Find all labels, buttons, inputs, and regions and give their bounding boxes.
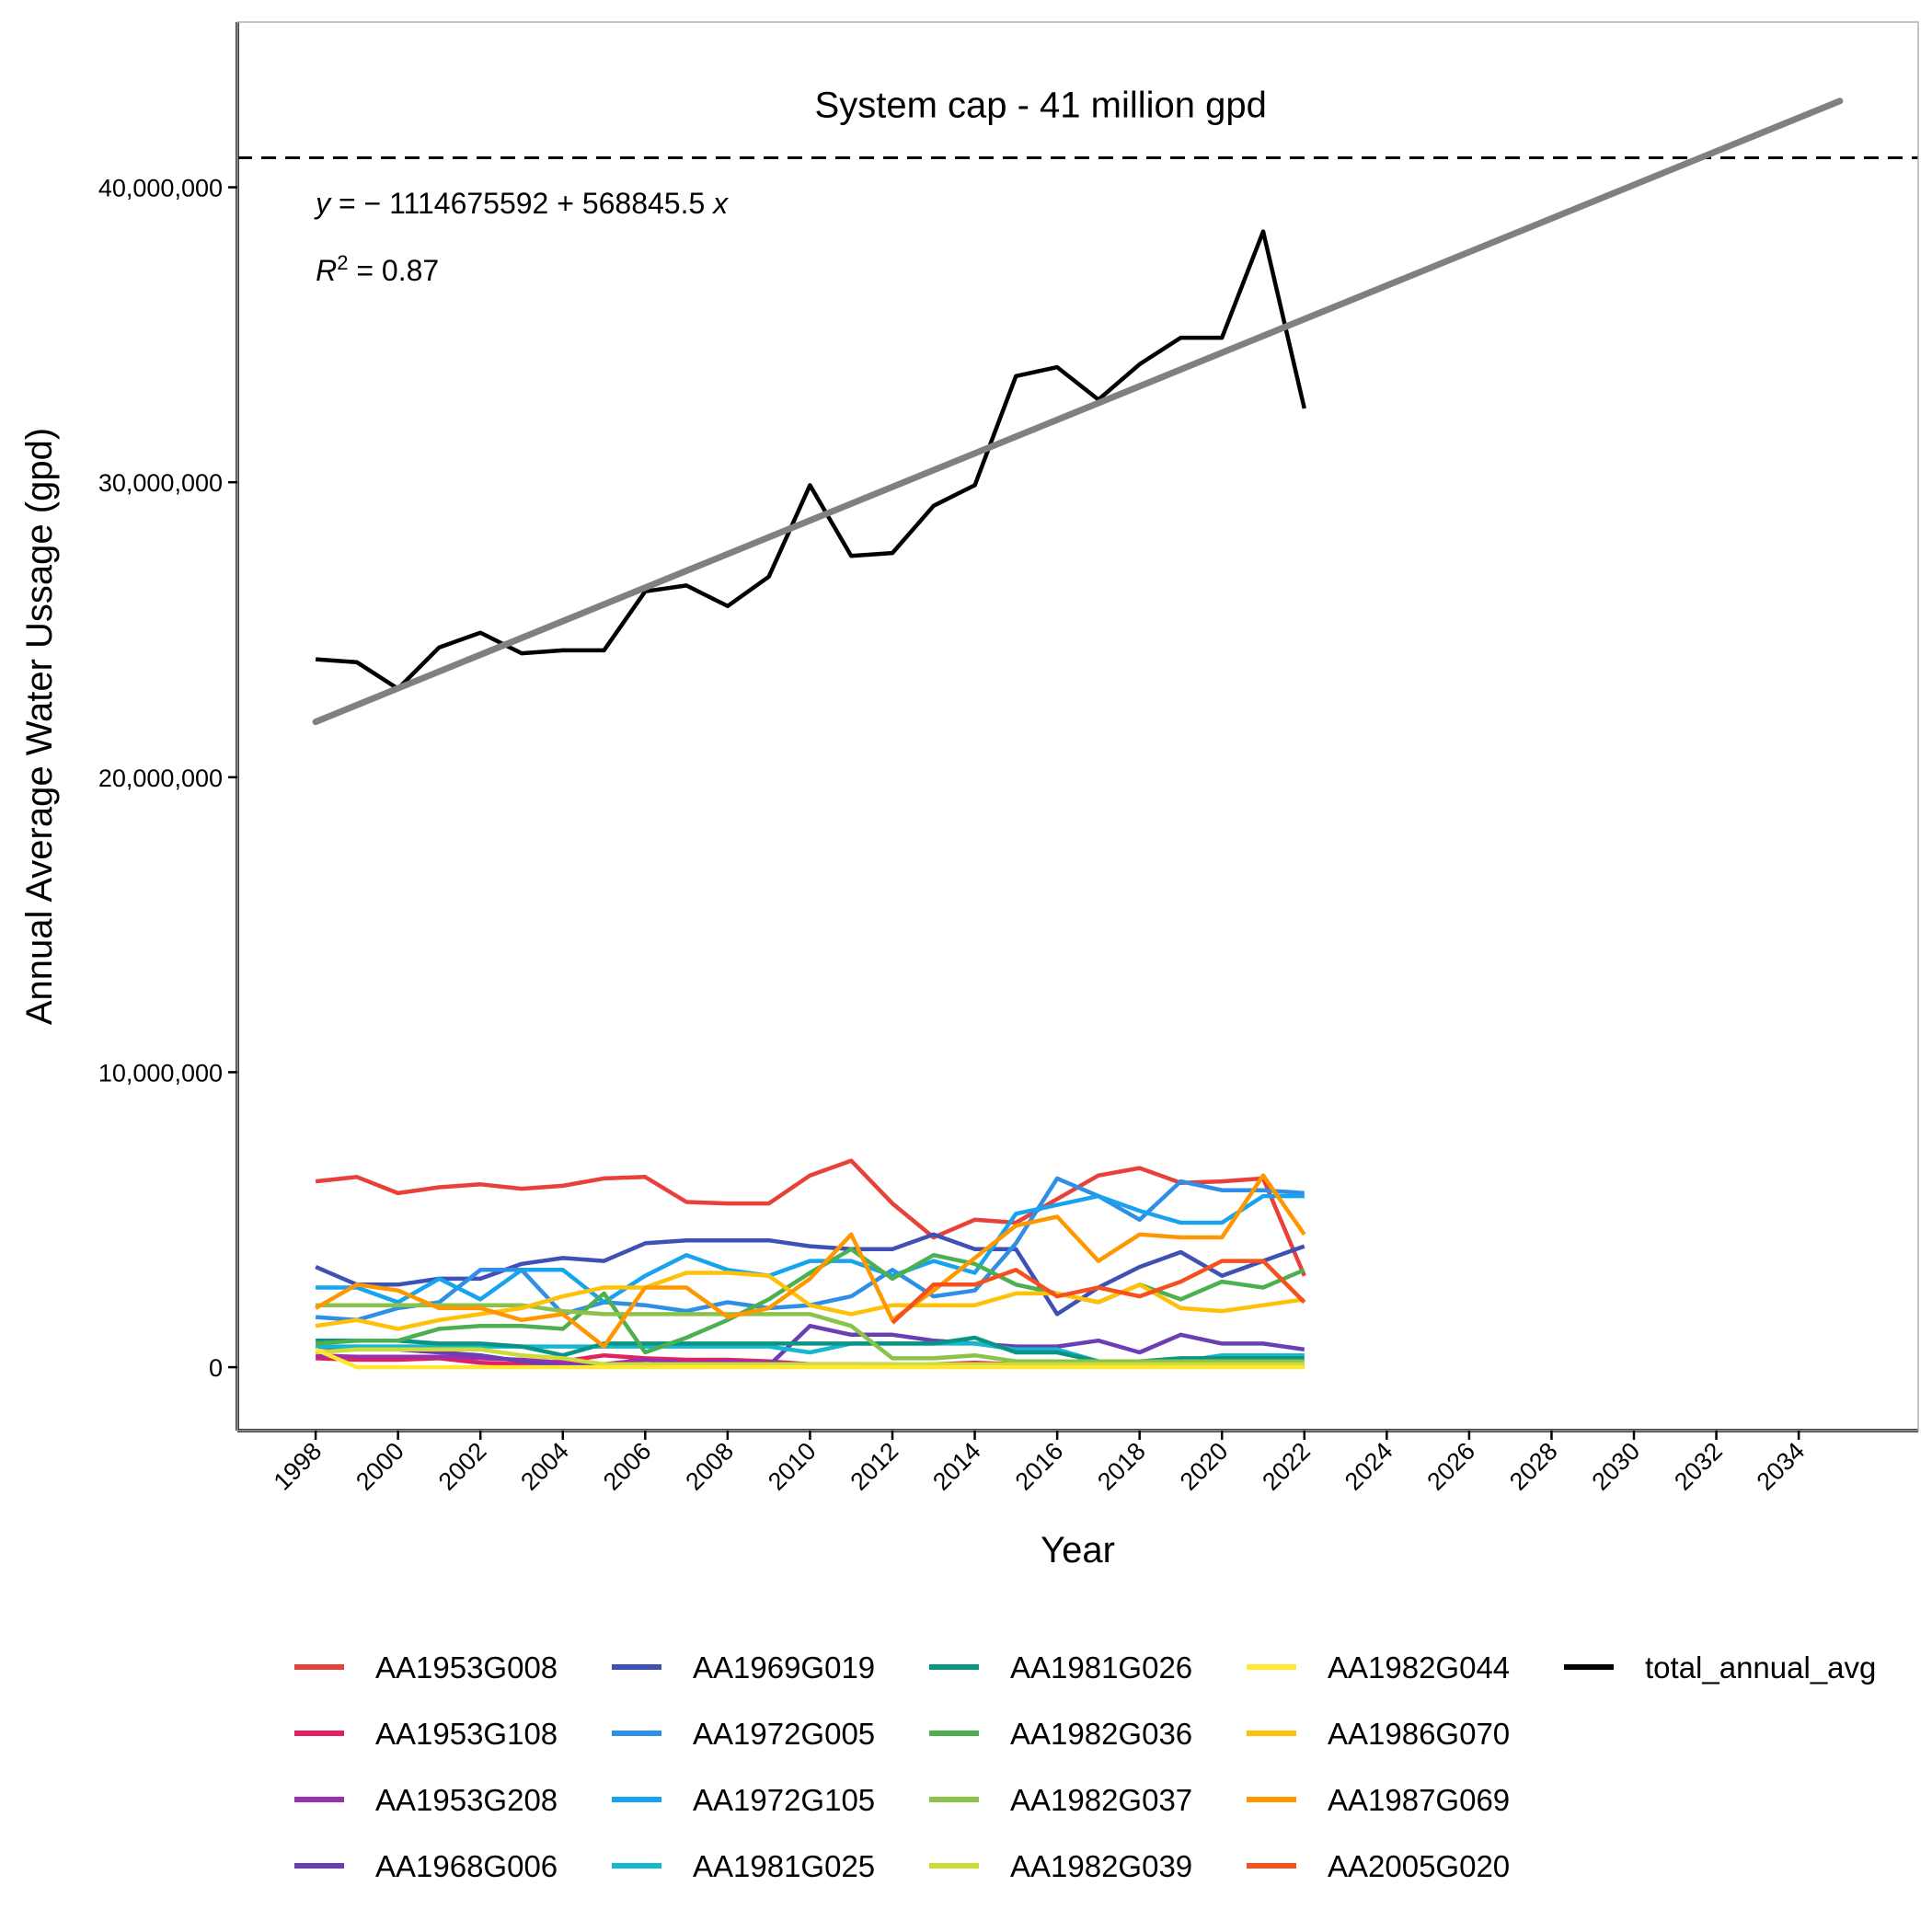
y-axis-title: Annual Average Water Ussage (gpd): [19, 428, 60, 1025]
series-line-aa1968g006: [315, 1323, 1305, 1368]
r2-symbol: R: [316, 254, 337, 287]
legend-label: AA2005G020: [1328, 1849, 1510, 1883]
y-tick-label: 30,000,000: [98, 469, 223, 497]
legend-item: AA1953G108: [294, 1717, 558, 1751]
series-line-aa1953g008: [315, 1158, 1306, 1277]
series-line-aa1972g105: [316, 1193, 1305, 1305]
x-tick-label: 2018: [1092, 1437, 1151, 1496]
legend-item: AA1972G005: [612, 1717, 875, 1751]
series-line-aa1982g039: [315, 1347, 1305, 1367]
legend-label: AA1982G044: [1328, 1650, 1510, 1685]
x-tick-label: 2026: [1421, 1437, 1480, 1496]
legend-label: AA1987G069: [1328, 1783, 1510, 1817]
system-cap-label: System cap - 41 million gpd: [815, 85, 1267, 125]
regression-line: [312, 98, 1844, 726]
x-tick-label: 2016: [1010, 1437, 1069, 1496]
x-tick-label: 1998: [269, 1437, 328, 1496]
series-line-total-annual-avg: [315, 229, 1306, 691]
series-line-aa1972g005: [315, 1176, 1305, 1323]
series-line-aa1986g070: [315, 1271, 1305, 1331]
regression-r-squared: R2 = 0.87: [316, 251, 439, 288]
legend-label: AA1972G105: [693, 1783, 875, 1817]
x-axis-title: Year: [1041, 1530, 1115, 1570]
x-tick-label: 2020: [1175, 1437, 1234, 1496]
equation-y: y: [314, 187, 332, 220]
y-tick-label: 40,000,000: [98, 175, 223, 202]
legend-label: AA1982G036: [1010, 1717, 1192, 1751]
legend-item: AA1972G105: [612, 1783, 875, 1817]
series-line-aa2005g020: [891, 1259, 1306, 1325]
series-line-aa1987g069: [314, 1173, 1306, 1349]
legend-label: AA1953G008: [375, 1650, 558, 1685]
legend-item: AA1953G208: [294, 1783, 558, 1817]
x-tick-label: 2006: [598, 1437, 657, 1496]
legend-item: AA1986G070: [1247, 1717, 1510, 1751]
x-tick-label: 2028: [1504, 1437, 1563, 1496]
y-tick-label: 0: [209, 1354, 223, 1382]
x-tick-label: 2004: [515, 1437, 574, 1496]
x-tick-label: 2014: [927, 1437, 986, 1496]
equation-x: x: [711, 187, 729, 220]
legend-label: AA1969G019: [693, 1650, 875, 1685]
legend-item: AA1981G026: [929, 1650, 1192, 1685]
legend-label: AA1981G026: [1010, 1650, 1192, 1685]
series-line-aa1969g019: [315, 1232, 1305, 1317]
legend-label: AA1986G070: [1328, 1717, 1510, 1751]
legend-label: AA1981G025: [693, 1849, 875, 1883]
y-tick-label: 10,000,000: [98, 1059, 223, 1087]
legend-item: AA1982G037: [929, 1783, 1192, 1817]
series-line-aa1982g044: [315, 1347, 1305, 1370]
x-tick-label: 2022: [1257, 1437, 1316, 1496]
legend-label: AA1953G208: [375, 1783, 558, 1817]
r2-superscript: 2: [337, 251, 348, 274]
y-tick-label: 20,000,000: [98, 765, 223, 792]
r2-value: = 0.87: [348, 254, 439, 287]
legend-item: AA1982G044: [1247, 1650, 1510, 1685]
x-tick-label: 2034: [1752, 1437, 1811, 1496]
equation-body: = − 1114675592 + 568845.5: [330, 187, 713, 220]
legend-item: AA1982G039: [929, 1849, 1192, 1883]
plot-border: [236, 21, 1919, 1432]
x-tick-label: 2012: [845, 1437, 904, 1496]
x-tick-label: 2032: [1669, 1437, 1728, 1496]
x-tick-label: 2024: [1340, 1437, 1398, 1496]
legend-item: AA1981G025: [612, 1849, 875, 1883]
legend-label: total_annual_avg: [1645, 1650, 1876, 1685]
legend-item: total_annual_avg: [1564, 1650, 1876, 1685]
x-tick-label: 2030: [1587, 1437, 1646, 1496]
legend-item: AA1987G069: [1247, 1783, 1510, 1817]
legend-label: AA1972G005: [693, 1717, 875, 1751]
x-tick-label: 2008: [680, 1437, 739, 1496]
legend-item: AA1953G008: [294, 1650, 558, 1685]
x-tick-label: 2000: [351, 1437, 409, 1496]
x-tick-label: 2010: [763, 1437, 822, 1496]
legend-label: AA1982G039: [1010, 1849, 1192, 1883]
x-tick-label: 2002: [433, 1437, 492, 1496]
legend-label: AA1968G006: [375, 1849, 558, 1883]
series-line-aa1982g037: [316, 1303, 1305, 1363]
legend-item: AA1982G036: [929, 1717, 1192, 1751]
plot-lines: [314, 229, 1306, 1370]
legend-label: AA1953G108: [375, 1717, 558, 1751]
legend-label: AA1982G037: [1010, 1783, 1192, 1817]
legend-item: AA1968G006: [294, 1849, 558, 1883]
legend-item: AA2005G020: [1247, 1849, 1510, 1883]
legend: AA1953G008 AA1953G108 AA1953G208 AA1968G006…: [294, 1650, 1876, 1883]
series-line-aa1982g036: [315, 1247, 1305, 1355]
regression-equation: y = − 1114675592 + 568845.5 x: [314, 187, 729, 220]
legend-item: AA1969G019: [612, 1650, 875, 1685]
